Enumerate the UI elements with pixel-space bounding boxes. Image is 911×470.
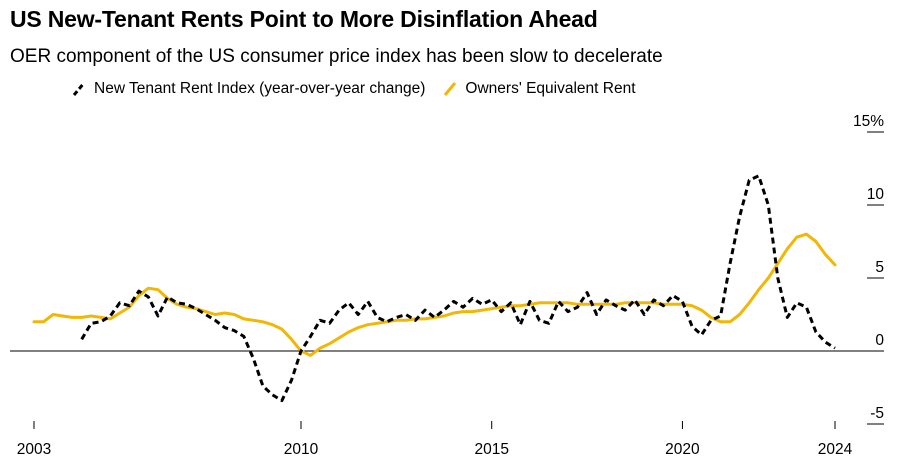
x-tick-label: 2020	[665, 441, 700, 458]
legend-label-oer: Owners' Equivalent Rent	[465, 80, 636, 97]
legend-label-new-tenant: New Tenant Rent Index (year-over-year ch…	[94, 80, 426, 97]
y-tick-label: 10	[867, 186, 885, 203]
legend: New Tenant Rent Index (year-over-year ch…	[72, 80, 654, 98]
y-tick-label: 0	[875, 332, 884, 349]
y-axis: 15% 10 5 0 -5	[10, 113, 885, 425]
y-tick-label: 15%	[853, 113, 884, 130]
y-tick-label: 5	[875, 259, 884, 276]
legend-item-new-tenant: New Tenant Rent Index (year-over-year ch…	[72, 80, 425, 98]
series-layer	[32, 174, 837, 403]
legend-swatch-solid-yellow	[444, 82, 457, 96]
x-axis: 2003 2010 2015 2020 2024	[17, 421, 853, 458]
y-tick-label: -5	[870, 405, 884, 422]
x-tick-label: 2015	[474, 441, 508, 458]
x-tick-label: 2024	[818, 441, 853, 458]
series-line-new-tenant-rent	[80, 174, 836, 403]
legend-item-oer: Owners' Equivalent Rent	[443, 80, 636, 98]
chart-title: US New-Tenant Rents Point to More Disinf…	[10, 6, 598, 32]
chart-subtitle: OER component of the US consumer price i…	[10, 46, 663, 67]
legend-swatch-dashed-black	[72, 82, 86, 96]
series-line-oer	[32, 232, 837, 357]
x-tick-label: 2003	[17, 441, 51, 458]
x-tick-label: 2010	[284, 441, 319, 458]
